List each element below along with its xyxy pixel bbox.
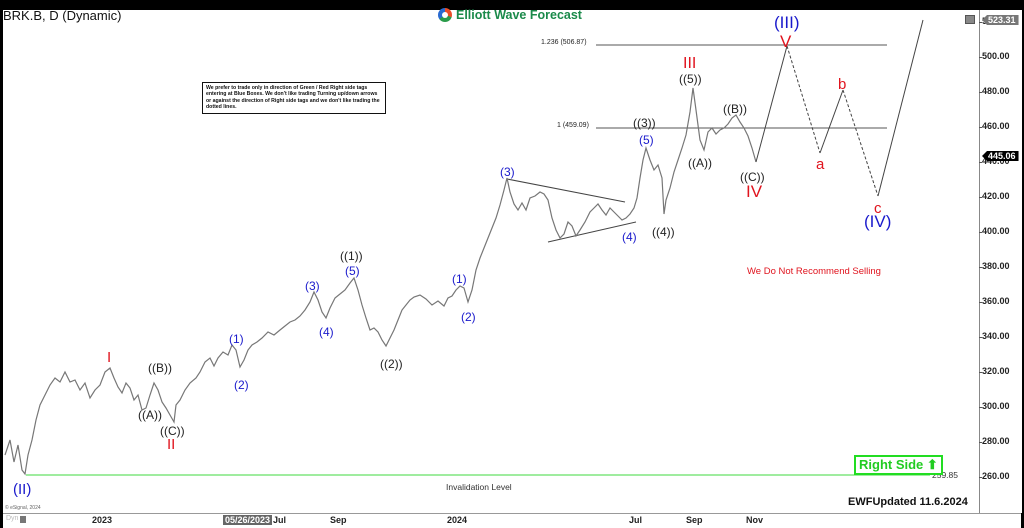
dyn-label: Dyn <box>6 515 19 522</box>
wave-label-3-minor: ((3)) <box>633 116 656 130</box>
price-bars <box>4 87 757 476</box>
triangle-upper-line <box>506 178 626 203</box>
wave-label-3-sub-b: (3) <box>500 165 515 179</box>
x-tick: Jul <box>273 515 287 525</box>
wave-label-4-minor: ((4)) <box>652 225 675 239</box>
up-arrow-icon: ⬆ <box>926 457 938 472</box>
wave-label-II-primary: (II) <box>13 481 32 498</box>
wave-label-2-sub-b: (2) <box>461 310 476 324</box>
x-tick: Sep <box>686 515 703 525</box>
trading-notice: We prefer to trade only in direction of … <box>202 82 386 114</box>
plot-area[interactable] <box>3 10 979 513</box>
top-value-flag: 523.31 <box>982 15 1019 25</box>
y-tick: 500.00 <box>979 51 1010 61</box>
y-tick: 380.00 <box>979 261 1010 271</box>
invalidation-label: Invalidation Level <box>446 482 512 492</box>
wave-label-c: c <box>874 200 882 217</box>
wave-label-IV-primary: (IV) <box>864 212 892 231</box>
y-tick: 460.00 <box>979 121 1010 131</box>
wave-label-1-minor: ((1)) <box>340 249 363 263</box>
updated-date: EWFUpdated 11.6.2024 <box>848 496 968 508</box>
y-tick: 280.00 <box>979 436 1010 446</box>
chart-title: BRK.B, D (Dynamic) <box>3 8 122 23</box>
y-tick: 440.00 <box>979 156 1010 166</box>
invalidation-value: 259.85 <box>932 470 958 480</box>
wave-label-4-sub-b: (4) <box>622 230 637 244</box>
wave-label-C-2: ((C)) <box>740 170 765 184</box>
price-axis[interactable]: 520.00 500.00 480.00 460.00 440.00 420.0… <box>979 10 1022 513</box>
last-price-flag: 445.06 <box>982 151 1019 161</box>
maximize-icon[interactable] <box>965 15 975 24</box>
projection-wave-a <box>786 45 821 154</box>
y-tick: 300.00 <box>979 401 1010 411</box>
wave-label-V: V <box>780 32 792 51</box>
x-tick: Nov <box>746 515 764 525</box>
y-tick: 420.00 <box>979 191 1010 201</box>
copyright: © eSignal, 2024 <box>5 505 41 511</box>
y-tick: 480.00 <box>979 86 1010 96</box>
wave-label-C: ((C)) <box>160 424 185 438</box>
time-axis[interactable]: Dyn 2023 05/26/2023 Jul Sep 2024 Jul Sep… <box>3 513 1021 528</box>
recommendation-text: We Do Not Recommend Selling <box>747 266 881 277</box>
wave-label-5-sub-b: (5) <box>639 133 654 147</box>
wave-label-III: III <box>683 55 697 72</box>
wave-label-2-minor: ((2)) <box>380 357 403 371</box>
x-tick: 2024 <box>447 515 468 525</box>
wave-label-A: ((A)) <box>138 408 162 422</box>
projection-wave-c <box>842 89 879 197</box>
chart-settings-icon[interactable] <box>20 516 26 523</box>
wave-label-5-sub: (5) <box>345 264 360 278</box>
wave-label-A-2: ((A)) <box>688 156 712 170</box>
y-tick: 320.00 <box>979 366 1010 376</box>
chart-window: BRK.B, D (Dynamic) Elliott Wave Forecast… <box>0 4 1024 528</box>
right-side-label: Right Side <box>859 457 924 472</box>
y-tick: 400.00 <box>979 226 1010 236</box>
x-tick: 2023 <box>92 515 113 525</box>
wave-label-B: ((B)) <box>148 361 172 375</box>
wave-label-3-sub: (3) <box>305 279 320 293</box>
crosshair-date: 05/26/2023 <box>223 515 273 525</box>
wave-label-5-minor: ((5)) <box>679 72 702 86</box>
wave-label-I: I <box>107 349 112 366</box>
wave-label-1-sub-b: (1) <box>452 272 467 286</box>
wave-label-1-sub: (1) <box>229 332 244 346</box>
fib-1236-label: 1.236 (506.87) <box>541 39 587 46</box>
price-chart-svg <box>4 19 930 476</box>
wave-label-B-2: ((B)) <box>723 102 747 116</box>
x-tick: Sep <box>330 515 347 525</box>
brand-name: Elliott Wave Forecast <box>456 8 582 22</box>
right-side-tag: Right Side ⬆ <box>854 455 943 475</box>
wave-label-IV: IV <box>746 182 763 201</box>
y-tick: 340.00 <box>979 331 1010 341</box>
wave-label-III-primary: (III) <box>774 13 800 32</box>
wave-label-II: II <box>167 436 176 453</box>
wave-label-b: b <box>838 76 847 93</box>
wave-label-a: a <box>816 156 825 173</box>
projection-wave-iii-end <box>755 45 788 163</box>
fib-1-label: 1 (459.09) <box>557 122 589 129</box>
brand-logo-group: Elliott Wave Forecast <box>438 8 582 22</box>
wave-label-2-sub: (2) <box>234 378 249 392</box>
wave-label-4-sub: (4) <box>319 325 334 339</box>
y-tick: 260.00 <box>979 471 1010 481</box>
brand-logo-icon <box>438 8 452 22</box>
y-tick: 360.00 <box>979 296 1010 306</box>
x-tick: Jul <box>629 515 643 525</box>
projection-wave-v-up <box>877 19 924 197</box>
projection-wave-b <box>819 89 844 154</box>
triangle-lower-line <box>547 221 637 243</box>
